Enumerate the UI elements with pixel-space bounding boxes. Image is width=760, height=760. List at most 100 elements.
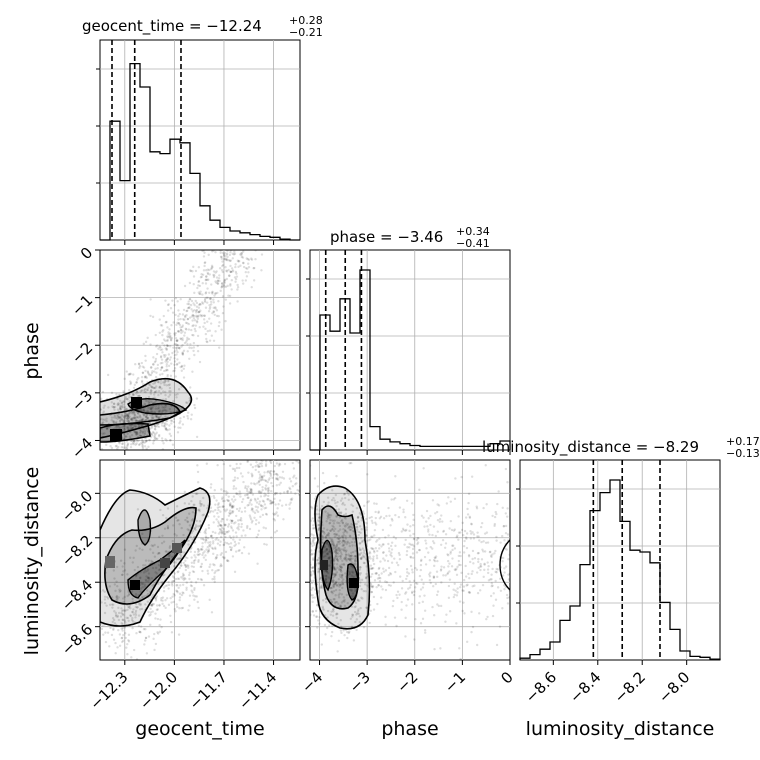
- sample-point: [345, 593, 349, 597]
- sample-point: [355, 525, 359, 528]
- sample-point: [418, 488, 421, 492]
- sample-point: [266, 480, 269, 484]
- sample-point: [241, 475, 244, 478]
- sample-point: [338, 585, 341, 588]
- sample-point: [310, 551, 311, 554]
- sample-point: [151, 417, 154, 420]
- sample-point: [358, 615, 362, 618]
- sample-point: [331, 546, 334, 549]
- sample-point: [190, 328, 193, 332]
- sample-point: [134, 425, 137, 429]
- sample-point: [362, 512, 366, 515]
- sample-point: [193, 541, 197, 544]
- sample-point: [136, 419, 139, 423]
- sample-point: [207, 549, 210, 553]
- sample-point: [187, 306, 191, 310]
- sample-point: [416, 582, 419, 586]
- sample-point: [251, 519, 254, 523]
- sample-point: [279, 481, 282, 484]
- sample-point: [173, 363, 176, 366]
- sample-point: [345, 522, 348, 525]
- sample-point: [188, 512, 191, 515]
- sample-point: [123, 377, 126, 381]
- sample-point: [161, 381, 165, 384]
- sample-point: [249, 489, 253, 492]
- sample-point: [164, 390, 167, 394]
- sample-point: [328, 516, 331, 519]
- sample-point: [116, 408, 120, 411]
- sample-point: [231, 257, 234, 260]
- sample-point: [376, 602, 379, 606]
- sample-point: [467, 553, 471, 557]
- sample-point: [336, 500, 339, 504]
- sample-point: [214, 538, 217, 541]
- sample-point: [249, 499, 252, 502]
- sample-point: [121, 400, 124, 403]
- sample-point: [201, 548, 204, 551]
- sample-point: [165, 419, 168, 423]
- sample-point: [136, 431, 139, 435]
- sample-point: [166, 344, 169, 348]
- sample-point: [327, 531, 330, 535]
- sample-point: [201, 282, 204, 285]
- sample-point: [344, 517, 347, 520]
- sample-point: [348, 544, 351, 548]
- sample-point: [369, 609, 373, 612]
- sample-point: [119, 399, 122, 402]
- sample-point: [171, 351, 174, 355]
- sample-point: [214, 280, 217, 283]
- sample-point: [123, 419, 126, 422]
- sample-point: [138, 394, 141, 398]
- sample-point: [157, 632, 160, 635]
- sample-point: [168, 335, 171, 338]
- sample-point: [159, 348, 162, 352]
- sample-point: [112, 603, 115, 606]
- sample-point: [135, 442, 138, 445]
- sample-point: [482, 575, 485, 579]
- sample-point: [332, 543, 335, 546]
- sample-point: [156, 545, 160, 549]
- sample-point: [494, 510, 497, 514]
- sample-point: [255, 501, 259, 504]
- sample-point: [325, 569, 328, 573]
- sample-point: [459, 657, 462, 660]
- sample-point: [136, 391, 139, 394]
- sample-point: [335, 544, 339, 547]
- sample-point: [144, 429, 147, 432]
- sample-point: [475, 507, 479, 510]
- sample-point: [196, 317, 200, 321]
- sample-point: [326, 528, 329, 532]
- sample-point: [140, 380, 144, 384]
- sample-point: [239, 495, 242, 498]
- sample-point: [335, 600, 339, 604]
- sample-point: [345, 559, 348, 562]
- sample-point: [143, 402, 147, 406]
- sample-point: [345, 524, 349, 527]
- sample-point: [339, 569, 342, 572]
- sample-point: [115, 420, 118, 424]
- sample-point: [118, 590, 121, 593]
- sample-point: [227, 542, 230, 546]
- sample-point: [239, 517, 243, 520]
- sample-point: [220, 255, 223, 259]
- sample-point: [123, 562, 126, 565]
- sample-point: [179, 298, 182, 301]
- sample-point: [165, 344, 169, 347]
- sample-point: [184, 577, 187, 581]
- sample-point: [260, 475, 264, 478]
- sample-point: [161, 439, 164, 443]
- sample-point: [461, 589, 464, 592]
- sample-point: [179, 337, 183, 341]
- sample-point: [312, 541, 316, 545]
- sample-point: [335, 557, 339, 560]
- sample-point: [146, 577, 150, 580]
- sample-point: [145, 376, 148, 380]
- sample-point: [137, 439, 140, 442]
- sample-point: [117, 445, 120, 449]
- sample-point: [340, 563, 344, 566]
- sample-point: [370, 585, 374, 588]
- sample-point: [121, 629, 124, 632]
- sample-point: [261, 475, 264, 479]
- sample-point: [253, 266, 256, 270]
- sample-point: [242, 265, 246, 269]
